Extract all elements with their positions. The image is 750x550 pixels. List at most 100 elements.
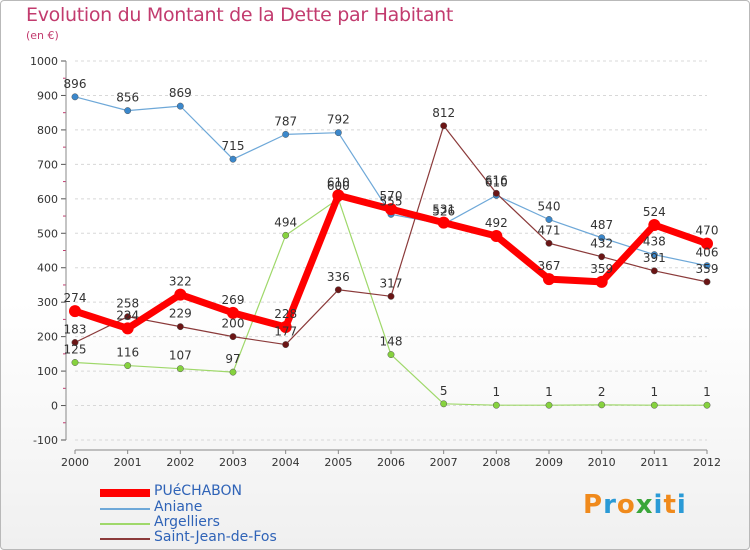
data-point <box>545 401 553 409</box>
data-labels: 896 856 869 715 787 792 555 526 610 540 487 438 406 1… <box>64 77 719 399</box>
data-label: 177 <box>274 325 297 339</box>
data-label: 125 <box>64 342 87 356</box>
data-label: 869 <box>169 86 192 100</box>
data-label: 1 <box>545 385 553 399</box>
data-point <box>227 306 239 319</box>
logo-letter: i <box>676 490 687 520</box>
data-point <box>176 323 184 331</box>
data-point <box>71 93 79 101</box>
x-tick-label: 2011 <box>640 456 668 469</box>
legend-label: Aniane <box>154 499 203 515</box>
data-label: 359 <box>696 262 719 276</box>
data-point <box>282 341 290 349</box>
data-point <box>598 401 606 409</box>
data-point <box>282 130 290 138</box>
data-point <box>543 273 555 286</box>
data-point <box>437 216 450 229</box>
data-label: 148 <box>380 335 403 349</box>
data-label: 336 <box>327 270 350 284</box>
series-lines <box>69 93 713 409</box>
data-label: 367 <box>538 259 561 273</box>
data-point <box>229 333 237 341</box>
data-label: 616 <box>485 173 508 187</box>
y-tick-label: 0 <box>51 400 58 413</box>
data-label: 97 <box>225 352 240 366</box>
data-point <box>71 339 79 346</box>
data-label: 470 <box>696 224 719 238</box>
data-label: 540 <box>538 199 561 213</box>
y-tick-label: 600 <box>37 193 58 206</box>
data-point <box>440 400 448 408</box>
data-point <box>71 359 79 366</box>
data-point <box>387 292 395 300</box>
data-label: 317 <box>380 276 403 290</box>
data-label: 1 <box>703 385 711 399</box>
data-label: 1 <box>651 385 659 399</box>
data-point <box>385 203 397 216</box>
legend-swatch <box>100 538 150 540</box>
y-tick-label: 700 <box>37 158 58 171</box>
data-label: 432 <box>590 237 613 251</box>
data-point <box>650 401 658 409</box>
y-tick-label: -100 <box>33 434 58 447</box>
data-label: 531 <box>432 203 455 217</box>
y-tick-label: 800 <box>37 124 58 137</box>
x-tick-label: 2005 <box>324 456 352 469</box>
x-tick-label: 2003 <box>219 456 247 469</box>
data-point <box>334 129 342 137</box>
logo-letter: r <box>603 490 617 520</box>
data-label: 570 <box>380 189 403 203</box>
data-label: 787 <box>274 114 297 128</box>
x-tick-label: 2000 <box>61 456 89 469</box>
data-label: 896 <box>64 77 87 91</box>
y-tick-label: 100 <box>37 365 58 378</box>
y-tick-label: 400 <box>37 262 58 275</box>
data-point <box>492 401 500 409</box>
data-label: 274 <box>64 291 87 305</box>
data-label: 1 <box>493 385 501 399</box>
legend-label: PUéCHABON <box>154 483 243 499</box>
data-point <box>282 231 290 239</box>
data-point <box>545 216 553 223</box>
data-label: 116 <box>116 346 139 360</box>
data-point <box>595 275 608 288</box>
data-point <box>650 251 658 259</box>
data-point <box>648 219 661 232</box>
logo-letter: i <box>653 490 664 520</box>
data-label: 258 <box>116 297 139 311</box>
data-label: 5 <box>440 384 448 398</box>
data-point <box>703 262 711 270</box>
axes: -100 0 100 200 300 400 500 600 700 800 900 1000 2000… <box>30 55 721 469</box>
data-label: 600 <box>327 179 350 193</box>
logo-letter: o <box>616 490 636 520</box>
data-label: 487 <box>590 218 613 232</box>
x-tick-label: 2012 <box>693 456 721 469</box>
data-label: 406 <box>696 246 719 260</box>
data-point <box>490 230 503 243</box>
data-point <box>440 122 448 130</box>
proxiti-logo: Proxiti <box>583 490 687 520</box>
data-label: 269 <box>222 293 245 307</box>
x-tick-label: 2008 <box>482 456 510 469</box>
data-label: 812 <box>432 106 455 120</box>
data-label: 183 <box>64 322 87 336</box>
x-tick-label: 2009 <box>535 456 563 469</box>
data-label: 224 <box>116 308 139 322</box>
data-label: 610 <box>327 175 350 189</box>
data-label: 107 <box>169 349 192 363</box>
logo-letter: x <box>635 490 654 520</box>
data-point <box>124 107 132 115</box>
data-label: 715 <box>222 139 245 153</box>
data-label: 438 <box>643 235 666 249</box>
logo-letter: t <box>663 490 677 520</box>
data-point <box>124 362 132 370</box>
data-point <box>492 189 500 197</box>
x-tick-label: 2006 <box>377 456 405 469</box>
data-point <box>703 401 711 409</box>
legend-swatch <box>100 489 150 497</box>
data-point <box>650 267 658 275</box>
data-point <box>69 305 81 318</box>
data-point <box>703 278 711 286</box>
x-tick-label: 2010 <box>588 456 616 469</box>
